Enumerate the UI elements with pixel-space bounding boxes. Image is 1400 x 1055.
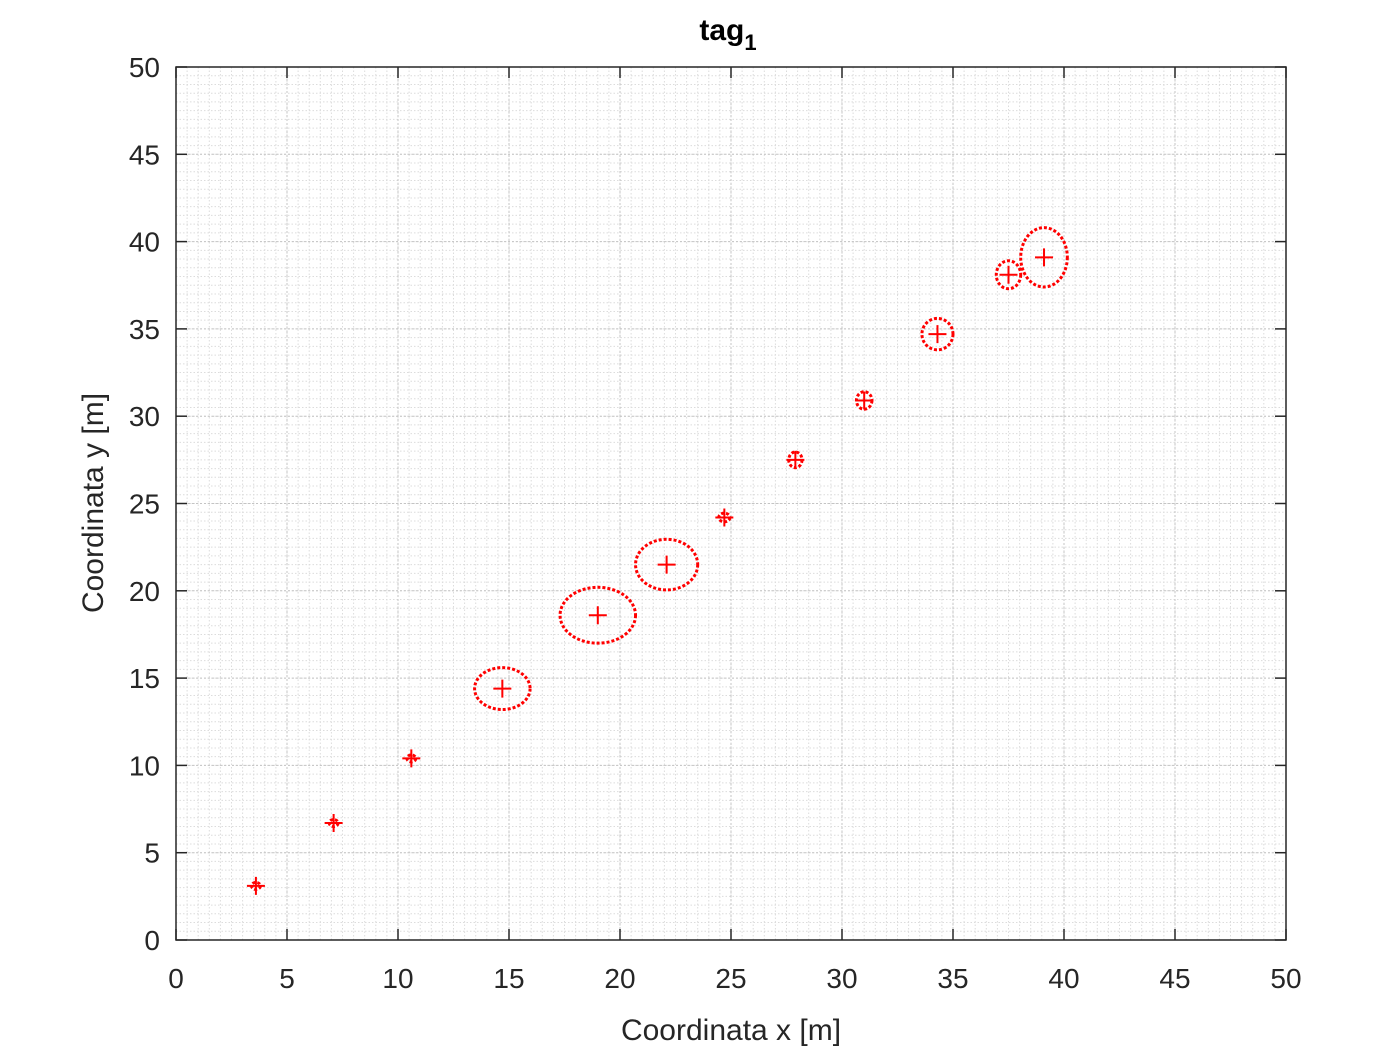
uncertainty-ellipses bbox=[249, 226, 1069, 891]
y-tick-label: 30 bbox=[129, 401, 160, 432]
y-tick-label: 15 bbox=[129, 663, 160, 694]
uncertainty-ellipse bbox=[920, 316, 955, 352]
plus-marker bbox=[999, 265, 1018, 284]
uncertainty-ellipse bbox=[634, 537, 700, 592]
minor-grid bbox=[176, 67, 1286, 940]
y-tick-label: 5 bbox=[144, 838, 160, 869]
plus-marker bbox=[1035, 248, 1054, 267]
uncertainty-ellipse bbox=[473, 666, 532, 712]
plus-marker bbox=[324, 814, 343, 833]
chart-title-main: tag bbox=[699, 14, 744, 47]
y-tick-label: 35 bbox=[129, 314, 160, 345]
plus-marker bbox=[715, 508, 734, 527]
y-tick-label: 10 bbox=[129, 750, 160, 781]
plus-marker bbox=[657, 555, 676, 574]
y-axis-ticks: 0 5 10 15 20 25 30 35 40 45 50 bbox=[129, 52, 1286, 956]
position-markers bbox=[246, 248, 1054, 895]
plus-marker bbox=[855, 391, 874, 410]
y-tick-label: 50 bbox=[129, 52, 160, 83]
plus-marker bbox=[246, 876, 265, 895]
chart-title-subscript: 1 bbox=[744, 30, 756, 55]
x-tick-label: 10 bbox=[382, 963, 413, 994]
plus-marker bbox=[402, 749, 421, 768]
major-grid bbox=[176, 67, 1286, 940]
x-tick-label: 0 bbox=[168, 963, 184, 994]
x-tick-label: 50 bbox=[1270, 963, 1301, 994]
y-tick-label: 45 bbox=[129, 139, 160, 170]
plus-marker bbox=[588, 606, 607, 625]
x-tick-label: 15 bbox=[493, 963, 524, 994]
x-axis-label: Coordinata x [m] bbox=[621, 1014, 841, 1047]
x-tick-label: 5 bbox=[279, 963, 295, 994]
x-tick-label: 35 bbox=[937, 963, 968, 994]
y-tick-label: 25 bbox=[129, 489, 160, 520]
plus-marker bbox=[928, 325, 947, 344]
x-tick-label: 25 bbox=[715, 963, 746, 994]
y-tick-label: 20 bbox=[129, 576, 160, 607]
x-tick-label: 40 bbox=[1048, 963, 1079, 994]
uncertainty-ellipse bbox=[994, 259, 1023, 291]
y-tick-label: 40 bbox=[129, 227, 160, 258]
x-tick-label: 20 bbox=[604, 963, 635, 994]
y-axis-label: Coordinata y [m] bbox=[77, 393, 110, 613]
x-tick-label: 30 bbox=[826, 963, 857, 994]
x-tick-label: 45 bbox=[1159, 963, 1190, 994]
x-axis-ticks: 0 5 10 15 20 25 30 35 40 45 50 bbox=[168, 67, 1302, 994]
chart-title: tag1 bbox=[699, 14, 756, 55]
y-tick-label: 0 bbox=[144, 925, 160, 956]
plus-marker bbox=[786, 450, 805, 469]
plus-marker bbox=[493, 679, 512, 698]
uncertainty-ellipse bbox=[558, 585, 638, 645]
uncertainty-ellipse bbox=[1019, 226, 1069, 289]
